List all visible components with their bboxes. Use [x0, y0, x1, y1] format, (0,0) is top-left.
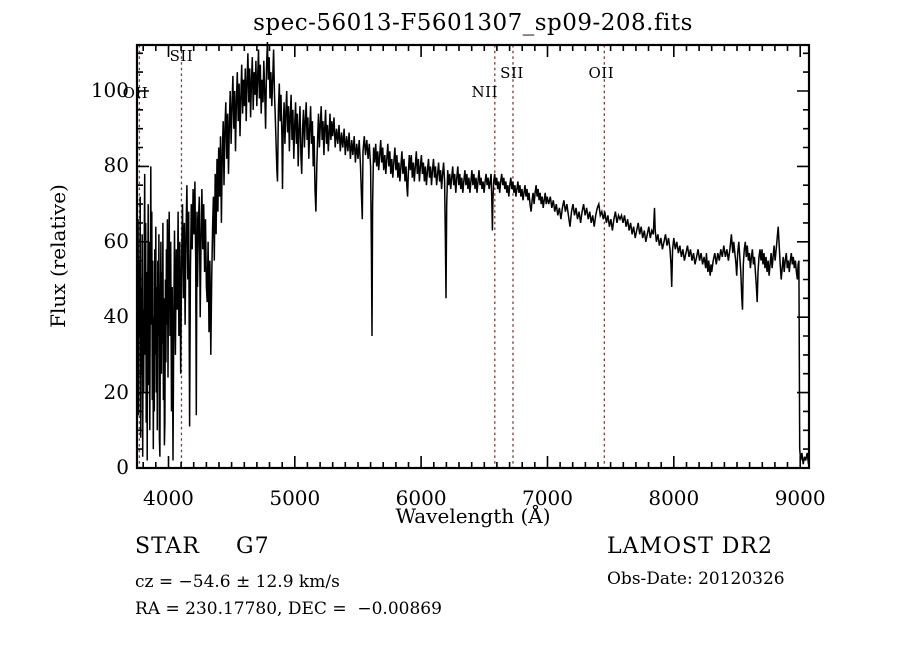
x-tick-label-7000: 7000 [522, 486, 573, 510]
marker-label-oii: OII [588, 64, 615, 82]
axis-ticks [137, 45, 809, 469]
marker-label-sii: SII [500, 64, 524, 82]
x-tick-label-6000: 6000 [395, 486, 447, 510]
plot-title: spec-56013-F5601307_sp09-208.fits [253, 10, 693, 36]
y-tick-label-80: 80 [103, 153, 129, 178]
class-label: STAR [135, 534, 200, 559]
cz-line: cz = −54.6 ± 12.9 km/s [135, 572, 340, 592]
radec-line: RA = 230.17780, DEC = −0.00869 [135, 599, 442, 619]
survey-label: LAMOST DR2 [607, 534, 773, 559]
x-tick-label-8000: 8000 [648, 486, 700, 510]
y-tick-label-40: 40 [103, 303, 129, 328]
x-tick-label-4000: 4000 [143, 486, 194, 510]
classification-line: STAR G7 [135, 534, 270, 559]
marker-label-sii: SII [169, 47, 194, 65]
marker-label-oii: OII [122, 84, 149, 102]
obs-date-line: Obs-Date: 20120326 [607, 569, 785, 589]
y-tick-label-20: 20 [103, 379, 129, 404]
x-tick-label-5000: 5000 [269, 486, 321, 510]
x-tick-label-9000: 9000 [774, 486, 826, 510]
marker-label-nii: NII [471, 83, 499, 101]
subclass-label: G7 [236, 534, 270, 559]
plot-frame [135, 43, 811, 470]
spectrum-line [136, 41, 810, 465]
y-tick-label-60: 60 [103, 228, 129, 253]
y-axis-title: Flux (relative) [46, 184, 70, 328]
y-tick-label-0: 0 [116, 454, 129, 479]
y-tick-label-100: 100 [90, 77, 129, 102]
x-axis-title: Wavelength (Å) [395, 504, 551, 528]
